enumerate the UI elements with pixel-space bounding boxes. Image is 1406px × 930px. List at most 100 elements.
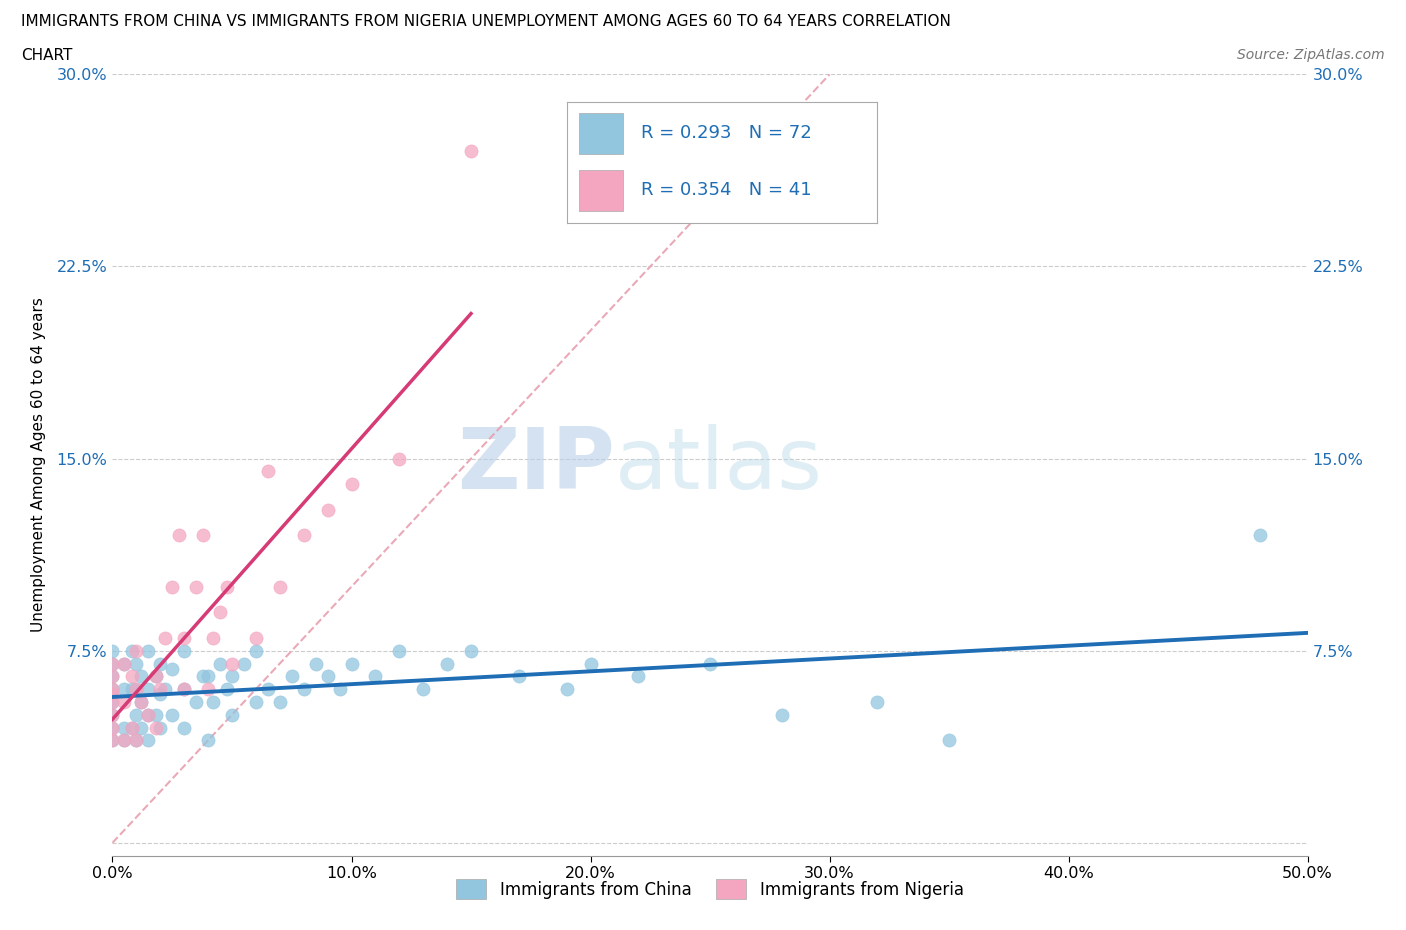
Point xyxy=(101,644,124,658)
Point xyxy=(145,669,167,684)
Point xyxy=(101,720,124,735)
Point xyxy=(460,144,482,159)
Point xyxy=(193,669,215,684)
Point xyxy=(460,644,482,658)
Point xyxy=(292,528,315,543)
Point xyxy=(221,656,243,671)
Point xyxy=(138,708,160,723)
Text: CHART: CHART xyxy=(21,48,73,63)
Point xyxy=(101,682,124,697)
Point xyxy=(627,669,650,684)
Point xyxy=(340,656,363,671)
Point xyxy=(186,695,208,710)
Point xyxy=(121,720,143,735)
Point xyxy=(121,682,143,697)
Point xyxy=(101,733,124,748)
Point xyxy=(101,720,124,735)
Point xyxy=(209,604,232,619)
Point xyxy=(138,682,160,697)
Point xyxy=(114,682,135,697)
Point xyxy=(101,695,124,710)
Point xyxy=(173,682,195,697)
Point xyxy=(221,669,243,684)
Point xyxy=(201,695,224,710)
Point xyxy=(201,631,224,645)
Point xyxy=(101,708,124,723)
Point xyxy=(257,682,280,697)
Point xyxy=(269,579,291,594)
Point xyxy=(138,644,160,658)
Point xyxy=(114,656,135,671)
Point xyxy=(233,656,256,671)
Point xyxy=(114,733,135,748)
Point xyxy=(153,682,176,697)
Point xyxy=(245,631,267,645)
Text: ZIP: ZIP xyxy=(457,423,614,507)
Point xyxy=(340,477,363,492)
Point xyxy=(125,708,148,723)
Point xyxy=(114,733,135,748)
Point xyxy=(169,528,191,543)
Point xyxy=(114,656,135,671)
Point xyxy=(316,502,339,517)
Point xyxy=(162,708,183,723)
Legend: Immigrants from China, Immigrants from Nigeria: Immigrants from China, Immigrants from N… xyxy=(450,872,970,906)
Point xyxy=(245,644,267,658)
Point xyxy=(149,686,172,701)
Point xyxy=(129,720,152,735)
Point xyxy=(173,682,195,697)
Point xyxy=(145,669,167,684)
Point xyxy=(257,464,280,479)
Point xyxy=(125,733,148,748)
Point xyxy=(508,669,530,684)
Point xyxy=(145,708,167,723)
Point xyxy=(579,656,602,671)
Point xyxy=(101,733,124,748)
Point xyxy=(121,644,143,658)
Point xyxy=(101,669,124,684)
Point xyxy=(770,708,793,723)
Point xyxy=(173,631,195,645)
Point xyxy=(129,669,152,684)
Point xyxy=(555,682,578,697)
Y-axis label: Unemployment Among Ages 60 to 64 years: Unemployment Among Ages 60 to 64 years xyxy=(31,298,45,632)
Point xyxy=(866,695,889,710)
Point xyxy=(162,579,183,594)
Point xyxy=(129,695,152,710)
Point xyxy=(149,682,172,697)
Point xyxy=(125,656,148,671)
Point xyxy=(197,733,219,748)
Point xyxy=(101,669,124,684)
Point xyxy=(217,682,239,697)
Point xyxy=(121,669,143,684)
Point xyxy=(138,733,160,748)
Point xyxy=(412,682,434,697)
Point xyxy=(125,644,148,658)
Point xyxy=(388,644,411,658)
Point xyxy=(388,451,411,466)
Point xyxy=(121,720,143,735)
Point xyxy=(281,669,304,684)
Point xyxy=(162,661,183,676)
Point xyxy=(305,656,328,671)
Point xyxy=(114,695,135,710)
Point xyxy=(699,656,721,671)
Point xyxy=(217,579,239,594)
Point xyxy=(173,644,195,658)
Point xyxy=(938,733,960,748)
Point xyxy=(221,708,243,723)
Point xyxy=(149,720,172,735)
Point xyxy=(125,733,148,748)
Point xyxy=(149,656,172,671)
Text: IMMIGRANTS FROM CHINA VS IMMIGRANTS FROM NIGERIA UNEMPLOYMENT AMONG AGES 60 TO 6: IMMIGRANTS FROM CHINA VS IMMIGRANTS FROM… xyxy=(21,14,950,29)
Point xyxy=(364,669,387,684)
Point xyxy=(101,686,124,701)
Point xyxy=(193,528,215,543)
Point xyxy=(197,669,219,684)
Point xyxy=(197,682,219,697)
Point xyxy=(114,720,135,735)
Point xyxy=(125,682,148,697)
Text: Source: ZipAtlas.com: Source: ZipAtlas.com xyxy=(1237,48,1385,62)
Point xyxy=(292,682,315,697)
Text: atlas: atlas xyxy=(614,423,823,507)
